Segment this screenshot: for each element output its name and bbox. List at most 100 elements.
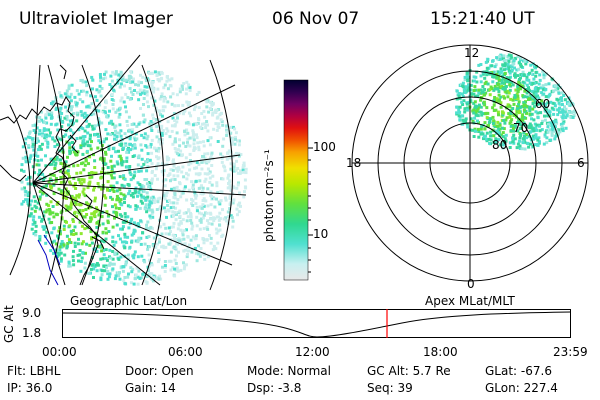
- geo-pixel: [38, 171, 42, 174]
- polar-pixel: [503, 58, 507, 62]
- geo-pixel: [206, 167, 210, 171]
- geo-pixel: [132, 256, 136, 260]
- polar-pixel: [504, 133, 508, 137]
- geo-pixel: [117, 115, 121, 119]
- geo-pixel: [176, 169, 180, 173]
- geo-pixel: [244, 167, 248, 171]
- geo-pixel: [124, 215, 128, 219]
- polar-pixel: [473, 116, 477, 120]
- polar-pixel: [479, 105, 483, 109]
- polar-pixel: [559, 122, 563, 126]
- geo-pixel: [61, 162, 65, 166]
- polar-pixel: [533, 81, 537, 85]
- polar-pixel: [519, 87, 523, 91]
- polar-pixel: [486, 58, 490, 61]
- geo-pixel: [89, 216, 92, 220]
- geo-pixel: [71, 141, 74, 144]
- polar-pixel: [506, 103, 510, 107]
- colorbar: [283, 79, 313, 281]
- polar-pixel: [461, 118, 465, 122]
- geo-pixel: [231, 162, 235, 166]
- geo-pixel: [156, 162, 160, 166]
- geo-pixel: [97, 120, 101, 124]
- geo-pixel: [236, 167, 240, 170]
- polar-pixel: [497, 93, 501, 97]
- geo-pixel: [183, 133, 187, 137]
- geo-pixel: [128, 189, 132, 193]
- polar-pixel: [474, 94, 478, 98]
- geo-pixel: [127, 77, 131, 81]
- geo-pixel: [59, 176, 63, 179]
- geo-pixel: [161, 108, 165, 112]
- geo-pixel: [120, 163, 124, 167]
- geo-pixel: [236, 203, 240, 207]
- geo-pixel: [199, 247, 203, 250]
- polar-pixel: [492, 120, 496, 124]
- geo-pixel: [119, 99, 123, 103]
- geo-pixel: [60, 240, 64, 243]
- geo-pixel: [56, 128, 60, 132]
- geo-pixel: [166, 208, 170, 212]
- geo-pixel: [139, 236, 143, 240]
- geo-pixel: [149, 120, 153, 123]
- geo-pixel: [102, 240, 106, 244]
- polar-pixel: [528, 97, 531, 101]
- geo-pixel: [140, 133, 144, 137]
- polar-pixel: [485, 137, 488, 141]
- geo-pixel: [181, 233, 185, 237]
- geo-pixel: [123, 212, 127, 216]
- polar-pixel: [544, 87, 548, 91]
- polar-pixel: [494, 108, 498, 112]
- mlt-label-18: 18: [346, 156, 362, 170]
- geo-pixel: [45, 193, 49, 197]
- geo-pixel: [176, 174, 180, 178]
- geo-pixel: [88, 176, 92, 180]
- geo-pixel: [152, 276, 155, 280]
- polar-pixel: [503, 72, 507, 75]
- geo-pixel: [227, 182, 230, 185]
- geo-pixel: [236, 171, 240, 175]
- geo-pixel: [98, 84, 102, 88]
- geo-pixel: [92, 188, 96, 192]
- geo-pixel: [114, 206, 118, 210]
- geo-pixel: [97, 213, 101, 217]
- geo-pixel: [127, 226, 131, 230]
- geo-pixel: [189, 238, 193, 242]
- geo-pixel: [231, 136, 235, 140]
- geo-pixel: [171, 142, 175, 146]
- polar-pixel: [521, 59, 525, 63]
- geo-pixel: [129, 70, 133, 74]
- polar-pixel: [533, 100, 537, 104]
- polar-pixel: [497, 90, 501, 93]
- polar-pixel: [501, 63, 505, 67]
- geo-pixel: [215, 128, 219, 132]
- geo-pixel: [163, 83, 167, 87]
- geo-pixel: [66, 242, 70, 245]
- mlat-label-80: 80: [492, 138, 508, 152]
- polar-pixel: [558, 110, 562, 114]
- geo-pixel: [176, 269, 180, 273]
- geo-pixel: [53, 163, 57, 167]
- polar-pixel: [486, 82, 490, 86]
- geo-pixel: [232, 165, 236, 169]
- geo-pixel: [204, 199, 208, 203]
- geo-pixel: [54, 212, 58, 216]
- geo-pixel: [194, 179, 198, 183]
- geo-pixel: [191, 123, 195, 127]
- geo-pixel: [144, 227, 148, 231]
- geo-pixel: [178, 111, 182, 115]
- polar-pixel: [484, 111, 488, 115]
- geo-pixel: [177, 104, 180, 108]
- geo-pixel: [49, 116, 53, 120]
- polar-pixel: [472, 92, 476, 96]
- polar-pixel: [498, 54, 502, 58]
- geo-pixel: [50, 157, 54, 161]
- geo-pixel: [76, 253, 80, 257]
- geo-pixel: [239, 153, 243, 156]
- geo-pixel: [191, 204, 195, 207]
- geo-pixel: [208, 180, 212, 184]
- colorbar-tick-10: 10: [313, 227, 329, 241]
- geo-pixel: [138, 277, 142, 280]
- geo-pixel: [38, 129, 42, 133]
- geo-pixel: [172, 161, 176, 165]
